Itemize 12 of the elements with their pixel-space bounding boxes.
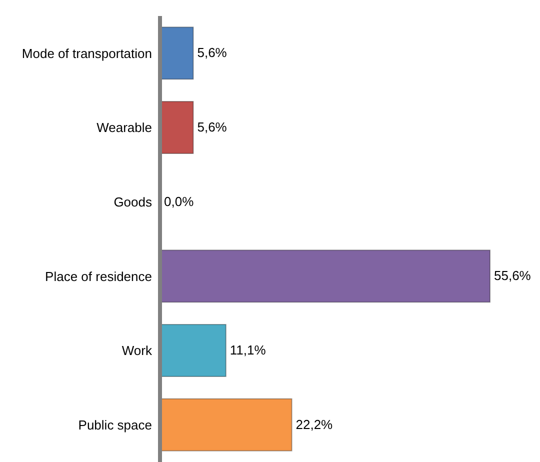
data-label: 5,6% bbox=[197, 119, 228, 134]
y-tick-label: Work bbox=[122, 343, 152, 358]
y-tick-label: Wearable bbox=[96, 120, 152, 136]
data-label: 0,0% bbox=[164, 194, 194, 209]
y-tick-label: Public space bbox=[78, 417, 152, 432]
data-label: 55,6% bbox=[494, 268, 532, 284]
y-tick-label: Mode of transportation bbox=[22, 46, 152, 61]
data-label: 5,6% bbox=[197, 45, 228, 60]
y-tick-label: Goods bbox=[114, 194, 152, 210]
y-tick-label: Place of residence bbox=[45, 268, 152, 284]
data-label: 22,2% bbox=[296, 416, 334, 432]
data-label: 11,1% bbox=[230, 342, 266, 358]
